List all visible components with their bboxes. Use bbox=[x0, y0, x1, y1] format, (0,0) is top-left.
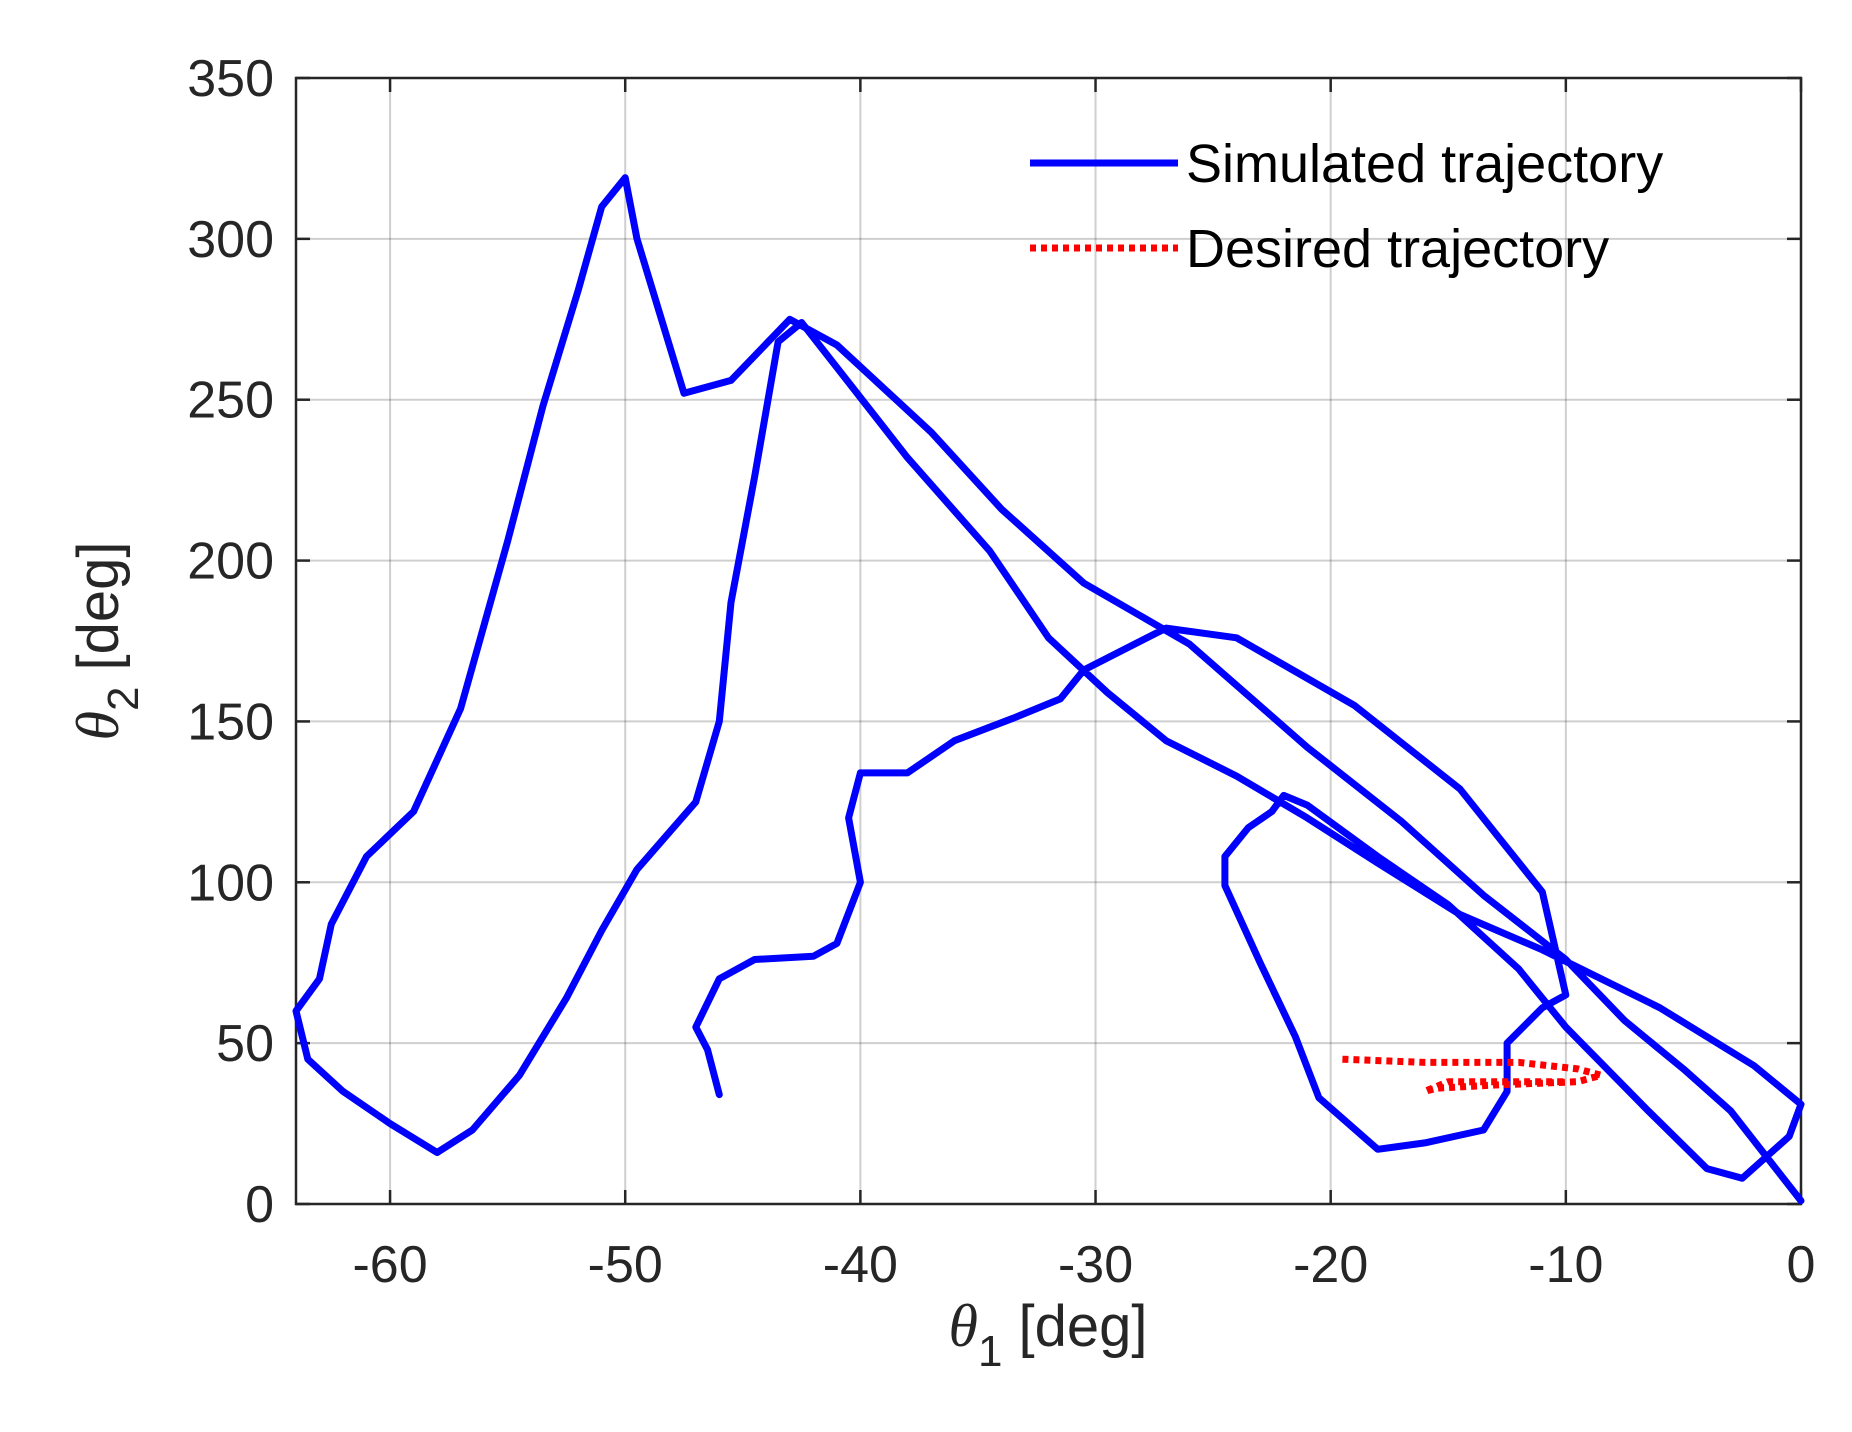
y-tick-label: 300 bbox=[187, 211, 274, 269]
y-axis-label: θ2 [deg] bbox=[65, 542, 148, 741]
x-axis-subscript: 1 bbox=[978, 1327, 1002, 1376]
x-axis-symbol: θ bbox=[949, 1293, 978, 1359]
x-tick-label: -10 bbox=[1528, 1236, 1603, 1294]
series-line-desired bbox=[1342, 1055, 1605, 1095]
x-tick-label: -60 bbox=[352, 1236, 427, 1294]
y-axis-subscript: 2 bbox=[99, 687, 148, 711]
y-axis-unit: [deg] bbox=[66, 542, 131, 671]
y-axis-symbol: θ bbox=[65, 711, 131, 740]
y-tick-label: 150 bbox=[187, 693, 274, 751]
x-axis-unit: [deg] bbox=[1018, 1294, 1147, 1359]
x-tick-label: -20 bbox=[1293, 1236, 1368, 1294]
y-tick-label: 100 bbox=[187, 854, 274, 912]
axes-box bbox=[294, 76, 1803, 1206]
y-tick-label: 0 bbox=[245, 1176, 274, 1234]
x-tick-label: 0 bbox=[1787, 1236, 1816, 1294]
x-tick-label: -40 bbox=[823, 1236, 898, 1294]
legend-label: Simulated trajectory bbox=[1186, 134, 1663, 194]
series-line-simulated bbox=[292, 174, 1805, 1205]
x-axis-label: θ1 [deg] bbox=[949, 1293, 1148, 1376]
y-tick-label: 200 bbox=[187, 533, 274, 591]
y-tick-label: 50 bbox=[216, 1015, 274, 1073]
grid bbox=[296, 76, 1803, 1206]
x-tick-label: -50 bbox=[588, 1236, 663, 1294]
legend-label: Desired trajectory bbox=[1186, 219, 1609, 279]
y-tick-label: 350 bbox=[187, 50, 274, 108]
x-tick-label: -30 bbox=[1058, 1236, 1133, 1294]
y-tick-label: 250 bbox=[187, 372, 274, 430]
